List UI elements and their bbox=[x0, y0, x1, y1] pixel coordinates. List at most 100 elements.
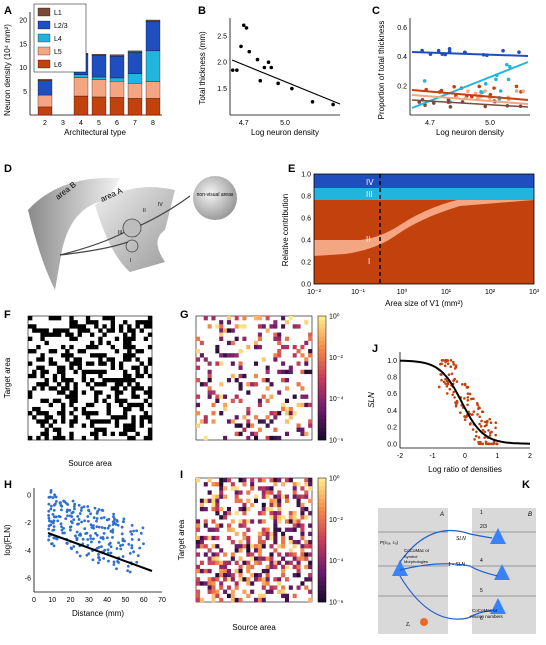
matrix-cell bbox=[215, 482, 220, 487]
point-h bbox=[129, 530, 133, 534]
matrix-cell bbox=[269, 382, 274, 387]
panel-b-ylabel: Total thickness (mm) bbox=[198, 31, 207, 105]
matrix-cell bbox=[265, 328, 270, 333]
matrix-cell bbox=[277, 544, 282, 549]
matrix-cell bbox=[254, 316, 259, 321]
k-1sln-text: 1 - SLN bbox=[448, 562, 465, 568]
matrix-cell bbox=[273, 353, 278, 358]
point-j bbox=[488, 442, 491, 446]
matrix-cell bbox=[102, 369, 107, 375]
matrix-cell bbox=[207, 581, 212, 586]
matrix-cell bbox=[147, 386, 153, 391]
matrix-cell bbox=[65, 349, 70, 354]
matrix-cell bbox=[118, 382, 124, 387]
point-h bbox=[69, 520, 73, 523]
matrix-cell bbox=[238, 382, 243, 387]
xtick-c: 5.0 bbox=[485, 120, 495, 127]
point-j bbox=[472, 410, 476, 413]
matrix-cell bbox=[110, 361, 115, 366]
matrix-cell bbox=[265, 398, 270, 403]
matrix-cell bbox=[308, 478, 313, 483]
matrix-cell bbox=[300, 402, 305, 408]
matrix-cell bbox=[261, 478, 266, 483]
matrix-cell bbox=[207, 394, 212, 399]
matrix-cell bbox=[284, 494, 289, 499]
matrix-cell bbox=[257, 577, 262, 582]
point-h bbox=[64, 501, 68, 505]
matrix-cell bbox=[265, 568, 270, 574]
matrix-cell bbox=[273, 502, 278, 508]
matrix-cell bbox=[118, 415, 124, 420]
matrix-cell bbox=[65, 394, 70, 399]
layer-6-tag: 6 bbox=[480, 616, 483, 622]
matrix-cell bbox=[123, 336, 128, 341]
matrix-cell bbox=[211, 560, 216, 565]
matrix-cell bbox=[277, 581, 282, 586]
matrix-cell bbox=[238, 365, 243, 370]
matrix-cell bbox=[269, 498, 274, 503]
matrix-cell bbox=[284, 419, 289, 424]
colorbar-segment bbox=[318, 519, 326, 524]
panel-j-ticks: -2 -1 0 1 20.00.20.40.60.81.0 bbox=[387, 358, 532, 460]
matrix-cell bbox=[127, 435, 132, 441]
matrix-cell bbox=[304, 357, 309, 362]
matrix-cell bbox=[81, 406, 87, 412]
matrix-cell bbox=[90, 353, 95, 358]
matrix-cell bbox=[199, 535, 204, 541]
loop-circle bbox=[125, 239, 139, 253]
matrix-cell bbox=[65, 353, 70, 358]
matrix-cell bbox=[207, 527, 212, 532]
point-h bbox=[76, 522, 79, 526]
point-h bbox=[58, 501, 62, 505]
matrix-cell bbox=[203, 415, 208, 420]
matrix-cell bbox=[242, 316, 247, 321]
matrix-cell bbox=[261, 527, 266, 532]
matrix-cell bbox=[215, 361, 220, 366]
point-j bbox=[490, 442, 494, 446]
matrix-cell bbox=[288, 411, 293, 416]
matrix-cell bbox=[257, 535, 262, 541]
bar-8-L2/3 bbox=[145, 21, 161, 52]
ytick-h: -4 bbox=[25, 548, 31, 555]
matrix-cell bbox=[284, 552, 289, 557]
point-h bbox=[97, 553, 100, 556]
matrix-cell bbox=[308, 353, 313, 358]
matrix-cell bbox=[300, 394, 305, 399]
matrix-cell bbox=[203, 498, 208, 503]
point-h bbox=[51, 513, 55, 516]
ytick-b: 2.0 bbox=[217, 60, 227, 67]
matrix-cell bbox=[304, 320, 309, 325]
matrix-cell bbox=[110, 344, 115, 350]
matrix-cell bbox=[242, 523, 247, 528]
matrix-cell bbox=[98, 382, 103, 387]
point-j bbox=[487, 429, 490, 432]
cell-body-z bbox=[420, 618, 428, 626]
matrix-cell bbox=[265, 535, 270, 541]
point-b bbox=[276, 81, 280, 86]
matrix-cell bbox=[123, 427, 128, 432]
matrix-cell bbox=[61, 365, 66, 370]
matrix-cell bbox=[296, 427, 301, 432]
point-j bbox=[465, 385, 469, 389]
matrix-cell bbox=[147, 415, 153, 420]
matrix-cell bbox=[288, 548, 293, 553]
matrix-cell bbox=[106, 378, 111, 383]
bar-6-L2/3 bbox=[109, 55, 125, 79]
xtick-b: 5.0 bbox=[280, 120, 290, 127]
matrix-cell bbox=[90, 402, 95, 408]
matrix-cell bbox=[135, 349, 140, 354]
matrix-cell bbox=[281, 378, 286, 383]
matrix-cell bbox=[230, 486, 235, 491]
matrix-cell bbox=[65, 357, 70, 362]
matrix-cell bbox=[261, 419, 266, 424]
point-j bbox=[465, 414, 469, 418]
matrix-cell bbox=[215, 349, 220, 354]
matrix-cell bbox=[223, 577, 228, 582]
matrix-cell bbox=[199, 540, 204, 545]
point-h bbox=[102, 531, 106, 535]
matrix-cell bbox=[56, 365, 62, 370]
matrix-cell bbox=[296, 494, 301, 499]
matrix-cell bbox=[44, 427, 49, 432]
point-h bbox=[86, 544, 90, 547]
